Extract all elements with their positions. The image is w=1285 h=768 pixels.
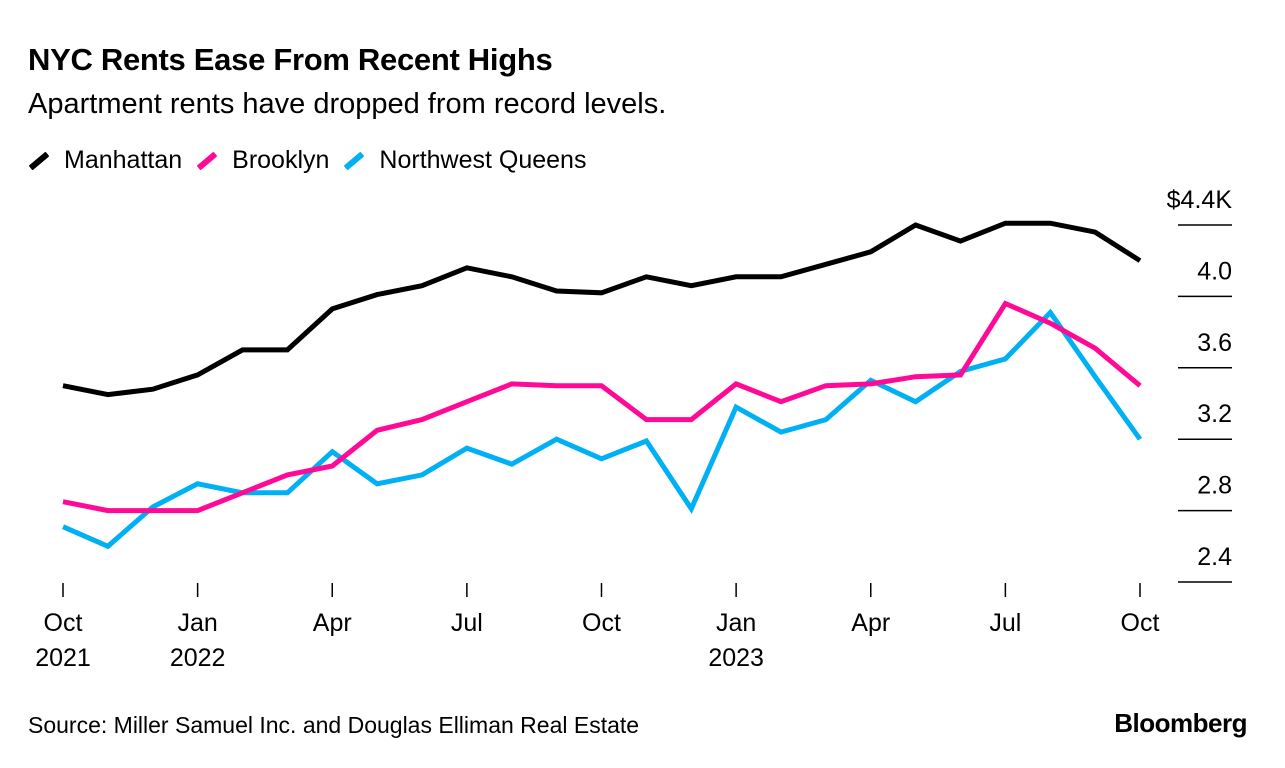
source-note: Source: Miller Samuel Inc. and Douglas E…	[28, 712, 640, 738]
chart-title: NYC Rents Ease From Recent Highs	[28, 42, 553, 77]
x-tick-year-label: 2022	[170, 644, 226, 672]
legend-item-manhattan: Manhattan	[28, 146, 182, 175]
chart-subtitle: Apartment rents have dropped from record…	[28, 88, 667, 120]
x-tick-label: Apr	[851, 609, 890, 637]
series-line-brooklyn	[62, 300, 1142, 514]
x-tick-label: Jan	[177, 609, 217, 637]
legend-label: Northwest Queens	[379, 146, 587, 174]
x-tick-label: Oct	[44, 609, 83, 637]
legend: Manhattan Brooklyn Northwest Queens	[28, 146, 600, 175]
y-tick-label: 2.4	[1197, 543, 1232, 571]
x-tick-year-label: 2023	[708, 644, 764, 672]
x-tick-label: Jul	[989, 609, 1021, 637]
x-tick-label: Oct	[582, 609, 621, 637]
legend-label: Brooklyn	[232, 146, 330, 174]
legend-item-northwest-queens: Northwest Queens	[343, 146, 586, 175]
legend-label: Manhattan	[64, 146, 183, 174]
x-tick-label: Oct	[1121, 609, 1160, 637]
x-tick-year-label: 2021	[35, 644, 91, 672]
x-tick-label: Jan	[716, 609, 756, 637]
x-tick-label: Apr	[313, 609, 352, 637]
y-tick-label: 3.6	[1197, 329, 1232, 357]
x-tick-label: Jul	[451, 609, 483, 637]
legend-item-brooklyn: Brooklyn	[196, 146, 329, 175]
y-tick-label: 2.8	[1197, 472, 1232, 500]
y-tick-label: 4.0	[1197, 257, 1232, 285]
y-tick-label: 3.2	[1197, 400, 1232, 428]
bloomberg-logo: Bloomberg	[1114, 708, 1247, 738]
series-line-manhattan	[62, 220, 1142, 398]
y-tick-label: $4.4K	[1167, 186, 1233, 214]
